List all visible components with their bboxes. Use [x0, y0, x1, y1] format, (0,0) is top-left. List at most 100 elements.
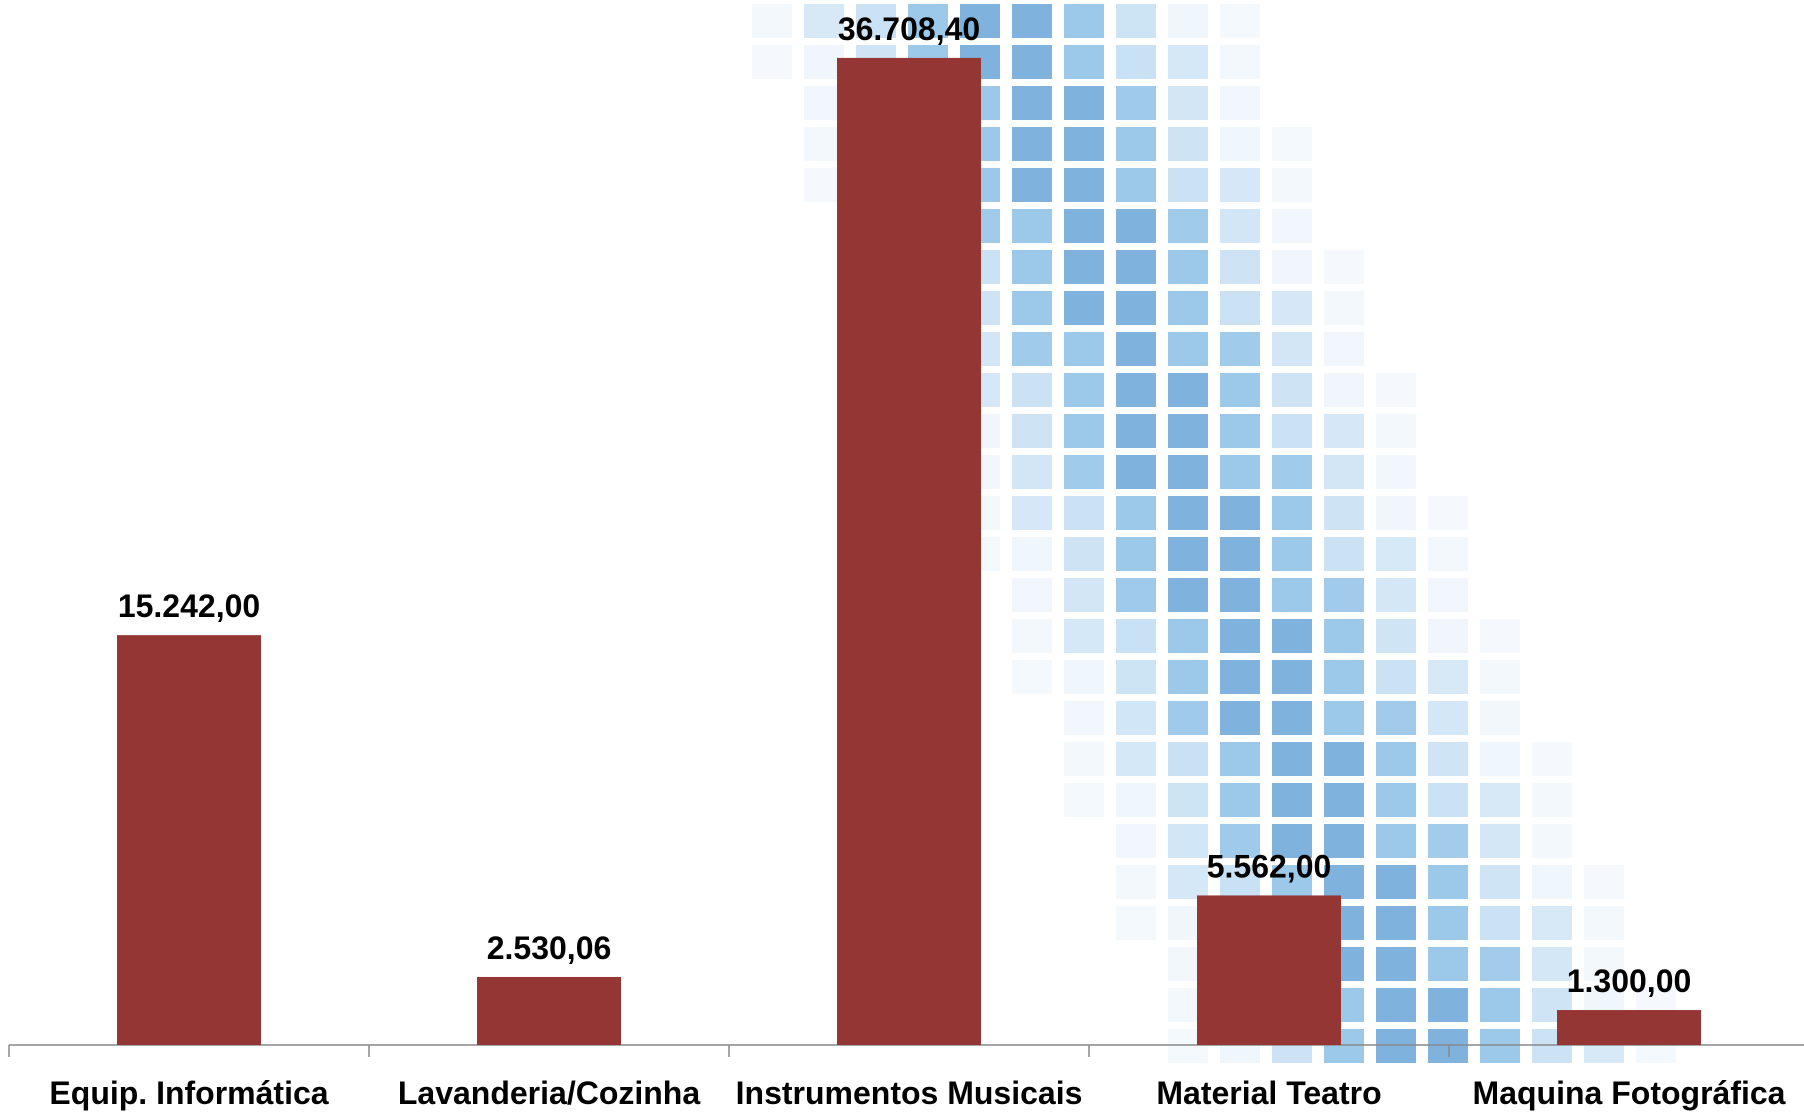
background-tile [1220, 373, 1260, 407]
background-tile [1220, 45, 1260, 79]
data-label: 15.242,00 [118, 588, 260, 624]
background-tile [1428, 537, 1468, 571]
background-tile [1012, 127, 1052, 161]
bar [1197, 895, 1341, 1045]
background-tile [1220, 250, 1260, 284]
background-tile [1168, 209, 1208, 243]
background-tile [1376, 578, 1416, 612]
background-tile [1428, 578, 1468, 612]
background-tile [1012, 496, 1052, 530]
background-tile [1324, 742, 1364, 776]
background-tile [1532, 906, 1572, 940]
x-tick-label: Material Teatro [1156, 1075, 1381, 1111]
background-tile [1272, 414, 1312, 448]
background-tile [1116, 209, 1156, 243]
background-tile [1220, 619, 1260, 653]
background-tile [1064, 373, 1104, 407]
background-tile [1272, 209, 1312, 243]
data-label: 5.562,00 [1207, 848, 1332, 884]
background-tile [1064, 4, 1104, 38]
x-tick-label: Maquina Fotográfica [1473, 1075, 1786, 1111]
background-tile [1064, 578, 1104, 612]
background-tile [1376, 824, 1416, 858]
background-tile [1428, 865, 1468, 899]
background-tile [1116, 660, 1156, 694]
background-tile [1012, 45, 1052, 79]
background-tile [1480, 742, 1520, 776]
background-tile [1168, 4, 1208, 38]
x-tick-label: Instrumentos Musicais [736, 1075, 1083, 1111]
background-tile [1064, 455, 1104, 489]
background-tile [1324, 373, 1364, 407]
background-tile [1480, 947, 1520, 981]
background-tile [1376, 947, 1416, 981]
background-tile [1324, 578, 1364, 612]
background-tile [1532, 742, 1572, 776]
background-tile [1376, 496, 1416, 530]
background-tile [1220, 332, 1260, 366]
background-tile [1116, 45, 1156, 79]
background-tile [1116, 865, 1156, 899]
background-tile [856, 4, 896, 38]
background-tile [1428, 701, 1468, 735]
background-tile [1376, 783, 1416, 817]
background-tile [1324, 496, 1364, 530]
bar [837, 57, 981, 1045]
background-tile [1272, 168, 1312, 202]
background-tile [1012, 209, 1052, 243]
background-tile [1064, 127, 1104, 161]
background-tile [1220, 537, 1260, 571]
background-tile [1220, 455, 1260, 489]
background-tile [1324, 783, 1364, 817]
plot-area: 15.242,00 Equip. Informática 2.530,06 Lavan… [8, 11, 1804, 1111]
background-tile [1012, 619, 1052, 653]
background-tile [1376, 660, 1416, 694]
background-tile [1272, 537, 1312, 571]
background-tile [1064, 496, 1104, 530]
background-tile [1168, 578, 1208, 612]
background-tile [1272, 332, 1312, 366]
data-label: 1.300,00 [1567, 963, 1692, 999]
background-tile [1376, 906, 1416, 940]
background-tile [1168, 537, 1208, 571]
background-tile [1116, 4, 1156, 38]
background-tile [1012, 168, 1052, 202]
background-tile [1324, 660, 1364, 694]
background-tile [1064, 619, 1104, 653]
background-tile [1428, 906, 1468, 940]
background-tile [1012, 291, 1052, 325]
background-tile [1428, 783, 1468, 817]
background-tile [1428, 496, 1468, 530]
background-tile [1480, 865, 1520, 899]
background-tile [1324, 824, 1364, 858]
background-tile [1064, 537, 1104, 571]
background-tile [1220, 127, 1260, 161]
background-tile [1272, 783, 1312, 817]
background-tile [1272, 127, 1312, 161]
background-tile [804, 4, 844, 38]
background-tile [1220, 824, 1260, 858]
background-tile [1324, 619, 1364, 653]
background-tile [1220, 496, 1260, 530]
background-tile [1272, 578, 1312, 612]
background-tile [1064, 332, 1104, 366]
background-tile [1168, 701, 1208, 735]
background-tile [1376, 373, 1416, 407]
background-tile [1064, 414, 1104, 448]
background-tile [1220, 209, 1260, 243]
x-tick-label: Lavanderia/Cozinha [398, 1075, 701, 1111]
background-tile [1220, 865, 1260, 899]
background-tile [1584, 865, 1624, 899]
background-tile [1116, 414, 1156, 448]
background-tile [1116, 168, 1156, 202]
background-tile [1116, 373, 1156, 407]
background-tile [1480, 988, 1520, 1022]
background-tile [1168, 742, 1208, 776]
background-tile [1324, 701, 1364, 735]
background-tile [1272, 660, 1312, 694]
background-tile [1272, 865, 1312, 899]
background-tile [1116, 742, 1156, 776]
background-tile [1272, 824, 1312, 858]
